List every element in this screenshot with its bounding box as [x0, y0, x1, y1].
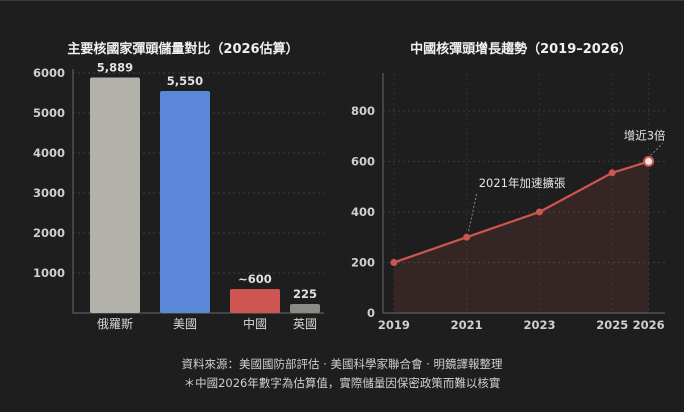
- bar-data-label: 5,550: [167, 74, 203, 88]
- bar-ytick-label: 3000: [33, 186, 65, 200]
- source-note: 資料來源：美國國防部評估 · 美國科學家聯合會 · 明鏡譯報整理: [181, 357, 503, 371]
- line-ytick-label: 400: [351, 205, 375, 219]
- bar-data-label: 5,889: [97, 60, 133, 74]
- annotation-leader: [650, 143, 663, 156]
- line-area-fill: [393, 161, 649, 313]
- estimate-note: ＊中國2026年數字為估算值，實際儲量因保密政策而難以核實: [183, 376, 501, 390]
- bar-ytick-label: 6000: [33, 66, 65, 80]
- bar-ytick-label: 4000: [33, 146, 65, 160]
- bar-data-label: 225: [293, 287, 317, 301]
- line-xtick-label: 2026: [633, 318, 665, 332]
- bar-2: [160, 91, 210, 313]
- bar-category-label: 美國: [173, 317, 197, 331]
- bar-ytick-label: 2000: [33, 226, 65, 240]
- line-xtick-label: 2025: [596, 318, 628, 332]
- bar-chart-title: 主要核國家彈頭儲量對比（2026估算）: [67, 41, 298, 57]
- bar-category-label: 俄羅斯: [97, 317, 133, 331]
- line-ytick-label: 800: [351, 104, 375, 118]
- annotation-expansion: 2021年加速擴張: [479, 176, 566, 190]
- line-point-2023: [535, 208, 543, 216]
- bar-4: [290, 304, 320, 313]
- line-xtick-label: 2023: [523, 318, 555, 332]
- line-point-2021: [463, 233, 471, 241]
- line-ytick-label: 600: [351, 154, 375, 168]
- bar-1: [90, 77, 140, 313]
- bar-ytick-label: 1000: [33, 266, 65, 280]
- line-ytick-label: 0: [367, 306, 375, 320]
- line-point-2026: [643, 155, 655, 167]
- bar-data-label: ~600: [238, 272, 272, 286]
- bar-ytick-label: 5000: [33, 106, 65, 120]
- line-point-2025: [608, 169, 616, 177]
- bar-category-label: 英國: [293, 317, 317, 331]
- line-point-2019: [390, 258, 398, 266]
- bar-category-label: 中國: [243, 316, 267, 331]
- line-ytick-label: 200: [351, 255, 375, 269]
- bar-3: [230, 289, 280, 313]
- annotation-growth: 增近3倍: [624, 128, 666, 142]
- annotation-leader: [468, 193, 478, 232]
- line-chart-title: 中國核彈頭增長趨勢（2019–2026）: [410, 41, 632, 57]
- line-xtick-label: 2021: [451, 318, 483, 332]
- line-xtick-label: 2019: [378, 318, 410, 332]
